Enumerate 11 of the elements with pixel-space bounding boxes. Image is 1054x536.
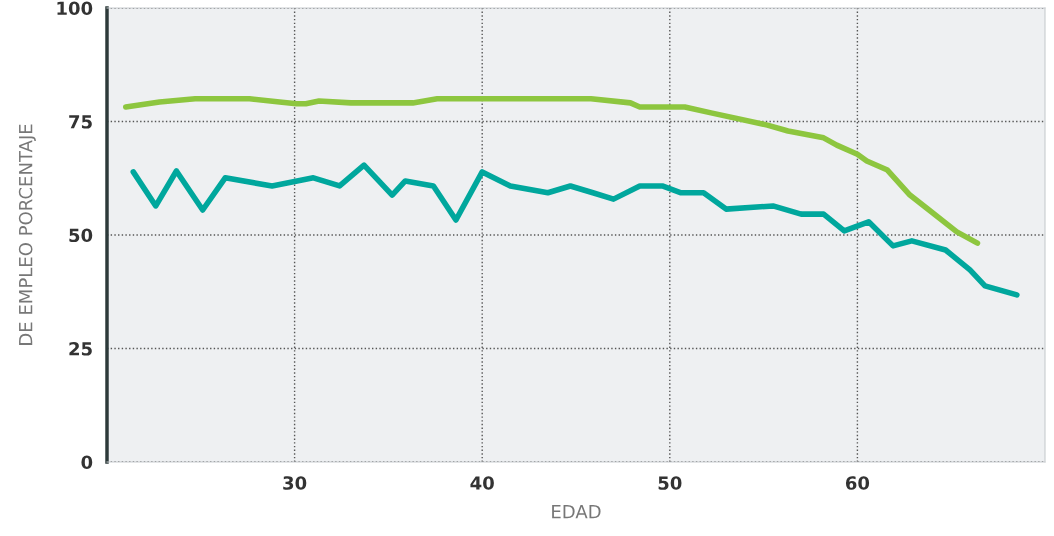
x-tick-label: 30 [283, 476, 307, 490]
y-tick-label: 25 [69, 341, 92, 356]
y-tick-label: 0 [81, 455, 93, 470]
x-tick-label: 60 [845, 476, 870, 490]
y-tick-label: 75 [69, 115, 92, 129]
x-tick-label: 50 [658, 476, 682, 490]
y-tick-label: 100 [57, 1, 93, 16]
x-tick-label: 40 [470, 476, 494, 490]
y-axis-title: DE EMPLEO PORCENTAJE [18, 124, 36, 345]
x-axis-title: EDAD [552, 505, 601, 519]
y-tick-label: 50 [69, 228, 93, 243]
